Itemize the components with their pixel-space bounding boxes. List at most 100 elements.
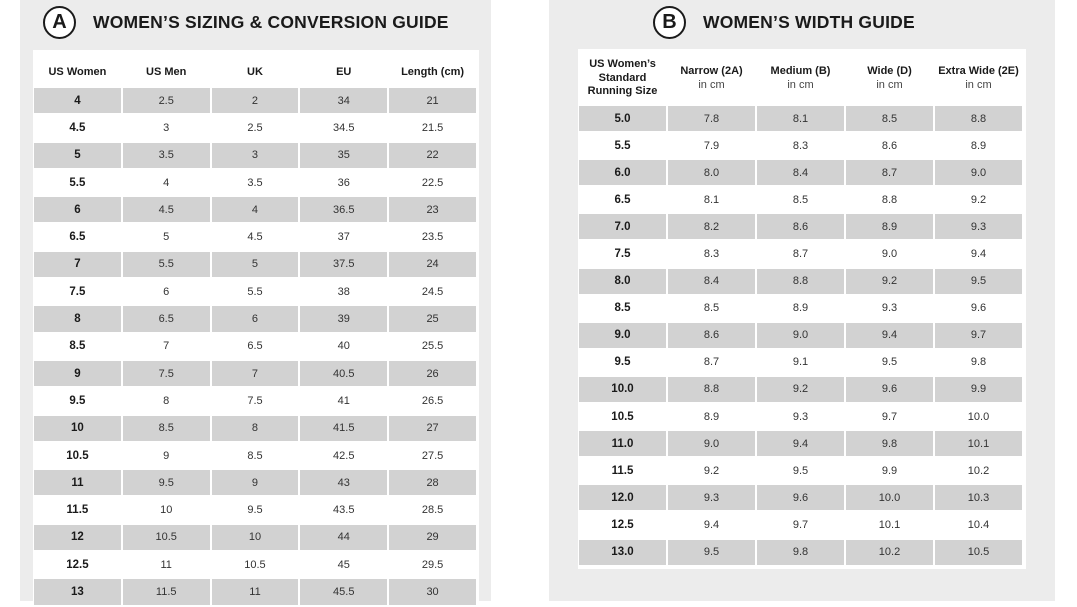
table-cell: 37.5 [300, 251, 388, 278]
table-cell: 8.8 [757, 268, 844, 294]
table-cell: 36.5 [300, 197, 388, 223]
table-cell: 8.1 [757, 106, 844, 132]
table-cell: 10.5 [66, 449, 89, 462]
table-cell: 6 [211, 306, 299, 332]
sizing-guide-panel: A WOMEN’S SIZING & CONVERSION GUIDE US W… [20, 0, 491, 605]
table-cell: 7 [163, 340, 170, 353]
size-row: 9.5 8 7.5 41 26.5 [34, 388, 476, 413]
size-row: 13 11.5 11 45.5 30 [34, 579, 476, 605]
table-header-row: US Women US Men UK EU Length (cm) [34, 58, 476, 86]
size-row: 4 2.5 2 34 21 [34, 88, 476, 114]
table-cell: 9.7 [792, 518, 809, 531]
table-cell: 8.7 [792, 248, 809, 261]
table-cell: 8.8 [935, 106, 1022, 132]
table-cell: 11 [211, 579, 299, 605]
table-cell: 7.5 [247, 394, 263, 407]
table-cell: 10.4 [967, 518, 990, 531]
table-cell: 6.5 [69, 231, 86, 244]
size-row: 11 9.5 9 43 28 [34, 470, 476, 496]
table-cell: 38 [337, 285, 350, 298]
size-row: 12 10.5 10 44 29 [34, 524, 476, 551]
table-cell: 10 [34, 415, 121, 441]
table-cell: 8 [211, 415, 299, 441]
table-cell: 2.5 [247, 121, 263, 134]
table-cell: 8.5 [703, 302, 720, 315]
table-cell: 2.5 [122, 88, 210, 114]
table-cell: 6.5 [122, 306, 210, 332]
table-cell: 30 [389, 579, 476, 605]
table-cell: 41 [337, 394, 350, 407]
table-cell: 9.2 [970, 193, 987, 206]
size-row: 10 8.5 8 41.5 27 [34, 415, 476, 441]
table-cell: 7.5 [614, 248, 631, 261]
header-uk: UK [247, 66, 263, 78]
table-cell: 9.0 [881, 248, 898, 261]
width-row: 5.5 7.9 8.3 8.6 8.9 [579, 133, 1022, 158]
sizing-guide-title: WOMEN’S SIZING & CONVERSION GUIDE [93, 11, 449, 32]
table-cell: 11 [34, 470, 121, 496]
width-guide-panel: B WOMEN’S WIDTH GUIDE US Women’s Standard… [549, 0, 1055, 601]
table-cell: 12.5 [66, 558, 89, 571]
table-cell: 6 [34, 197, 121, 223]
table-cell: 9.5 [935, 268, 1022, 294]
table-cell: 8.6 [668, 322, 755, 348]
width-row: 8.0 8.4 8.8 9.2 9.5 [579, 268, 1022, 294]
table-cell: 8.0 [668, 160, 755, 186]
table-cell: 7.8 [668, 106, 755, 132]
table-cell: 8.8 [668, 376, 755, 403]
table-cell: 9.4 [703, 518, 720, 531]
size-row: 12.5 11 10.5 45 29.5 [34, 552, 476, 577]
table-cell: 36 [337, 176, 350, 189]
table-cell: 9.8 [970, 356, 987, 369]
header-eu: EU [336, 66, 352, 78]
table-cell: 8.0 [579, 268, 666, 294]
table-cell: 9.4 [846, 322, 933, 348]
table-cell: 10.5 [122, 524, 210, 551]
width-row: 10.5 8.9 9.3 9.7 10.0 [579, 404, 1022, 429]
table-cell: 9.5 [69, 394, 86, 407]
size-row: 5.5 4 3.5 36 22.5 [34, 170, 476, 195]
table-cell: 9.8 [846, 431, 933, 457]
size-row: 8.5 7 6.5 40 25.5 [34, 334, 476, 359]
table-cell: 8.7 [846, 160, 933, 186]
table-cell: 7 [34, 251, 121, 278]
header-unit-label: in cm [876, 78, 903, 91]
table-cell: 9.0 [668, 431, 755, 457]
header-length-cm: Length (cm) [401, 66, 465, 78]
table-cell: 9.3 [935, 214, 1022, 240]
table-cell: 8.9 [846, 214, 933, 240]
table-cell: 9.0 [935, 160, 1022, 186]
table-cell: 6 [163, 285, 170, 298]
table-cell: 13.0 [579, 539, 666, 565]
sizing-table-card: US Women US Men UK EU Length (cm) 4 2.5 2 3… [33, 50, 479, 605]
sizing-conversion-table: US Women US Men UK EU Length (cm) 4 2.5 2 3… [32, 56, 478, 607]
table-cell: 10.0 [846, 485, 933, 511]
width-guide-heading: B WOMEN’S WIDTH GUIDE [653, 3, 915, 41]
table-cell: 44 [300, 524, 388, 551]
table-cell: 9.5 [122, 470, 210, 496]
table-cell: 39 [300, 306, 388, 332]
table-cell: 6.0 [579, 160, 666, 186]
table-cell: 9 [211, 470, 299, 496]
table-cell: 12.5 [611, 518, 634, 531]
width-row: 7.0 8.2 8.6 8.9 9.3 [579, 214, 1022, 240]
table-cell: 9 [34, 360, 121, 387]
table-cell: 9.5 [881, 356, 898, 369]
table-cell: 11.5 [122, 579, 210, 605]
size-row: 7.5 6 5.5 38 24.5 [34, 279, 476, 304]
size-row: 6 4.5 4 36.5 23 [34, 197, 476, 223]
table-cell: 27.5 [421, 449, 444, 462]
width-table-card: US Women’s Standard Running Size Narrow (2A… [578, 49, 1026, 569]
table-cell: 5 [34, 142, 121, 168]
table-cell: 3 [211, 142, 299, 168]
table-cell: 9.9 [935, 376, 1022, 403]
width-row: 6.0 8.0 8.4 8.7 9.0 [579, 160, 1022, 186]
table-header-row: US Women’s Standard Running Size Narrow (2A… [579, 53, 1022, 104]
table-cell: 10.5 [244, 558, 266, 571]
table-cell: 9.6 [846, 376, 933, 403]
section-b-badge: B [653, 5, 686, 39]
table-cell: 9.1 [792, 356, 809, 369]
size-row: 8 6.5 6 39 25 [34, 306, 476, 332]
section-a-badge: A [43, 5, 76, 39]
table-cell: 26.5 [421, 394, 444, 407]
